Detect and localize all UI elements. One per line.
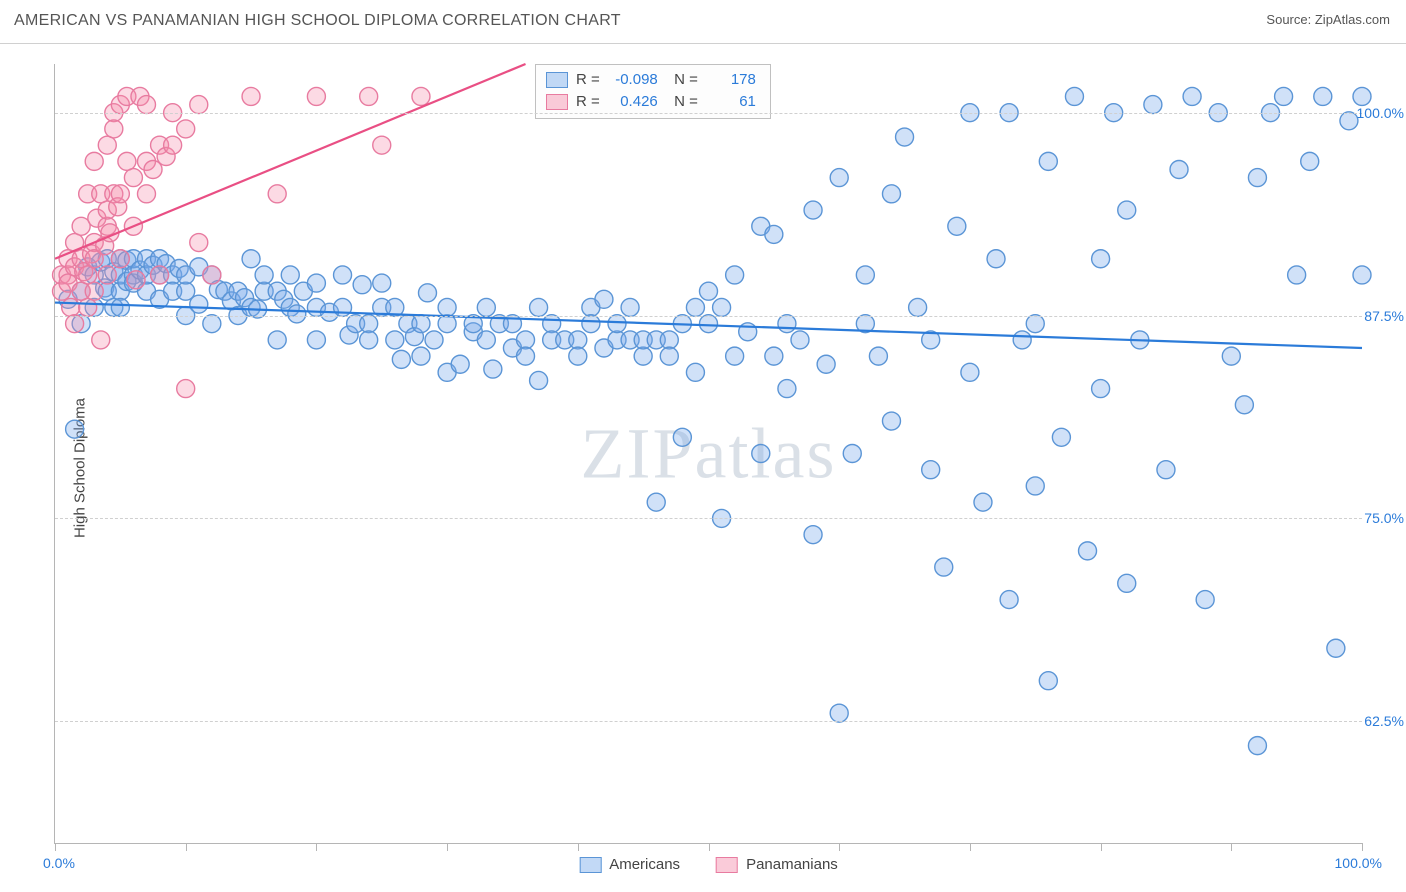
chart-title: AMERICAN VS PANAMANIAN HIGH SCHOOL DIPLO…	[14, 12, 621, 30]
source-label: Source:	[1266, 12, 1311, 27]
n-label: N =	[666, 91, 698, 113]
r-label: R =	[576, 69, 600, 91]
n-value-americans: 178	[706, 69, 756, 91]
legend-item-americans: Americans	[579, 856, 680, 873]
legend-label-panamanians: Panamanians	[746, 856, 838, 873]
source-name: ZipAtlas.com	[1315, 12, 1390, 27]
source-attribution: Source: ZipAtlas.com	[1266, 12, 1390, 27]
chart-header: AMERICAN VS PANAMANIAN HIGH SCHOOL DIPLO…	[0, 0, 1406, 44]
scatter-svg	[55, 64, 1362, 843]
x-axis-label-max: 100.0%	[1335, 855, 1382, 871]
r-label: R =	[576, 91, 600, 113]
swatch-panamanians	[546, 94, 568, 110]
r-value-americans: -0.098	[608, 69, 658, 91]
swatch-americans	[546, 72, 568, 88]
n-label: N =	[666, 69, 698, 91]
x-axis-label-min: 0.0%	[43, 855, 75, 871]
stats-legend-box: R = -0.098 N = 178 R = 0.426 N = 61	[535, 64, 771, 119]
legend-label-americans: Americans	[609, 856, 680, 873]
plot-area: ZIPatlas R = -0.098 N = 178 R = 0.426 N …	[54, 64, 1362, 844]
stats-row-panamanians: R = 0.426 N = 61	[546, 91, 756, 113]
n-value-panamanians: 61	[706, 91, 756, 113]
legend-swatch-panamanians	[716, 857, 738, 873]
r-value-panamanians: 0.426	[608, 91, 658, 113]
legend-swatch-americans	[579, 857, 601, 873]
plot-area-wrap: High School Diploma ZIPatlas R = -0.098 …	[0, 44, 1406, 892]
bottom-legend: Americans Panamanians	[579, 856, 838, 873]
stats-row-americans: R = -0.098 N = 178	[546, 69, 756, 91]
legend-item-panamanians: Panamanians	[716, 856, 838, 873]
